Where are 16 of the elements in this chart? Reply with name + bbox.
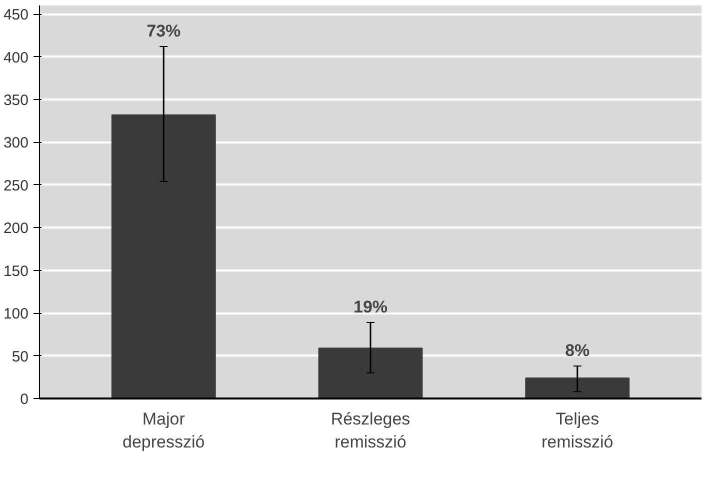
y-tick-label: 300 — [3, 134, 29, 152]
y-tick-label: 100 — [3, 306, 29, 323]
y-tick-label: 50 — [12, 348, 29, 366]
annotation: 19% — [353, 297, 388, 316]
x-tick-label: Major depresszió — [122, 410, 205, 452]
x-tick-label: Teljes remisszió — [541, 410, 614, 452]
annotation: 73% — [146, 22, 181, 41]
y-tick-label: 250 — [3, 177, 29, 194]
y-tick-label: 200 — [3, 220, 29, 238]
y-tick-label: 400 — [3, 49, 29, 66]
y-tick-label: 0 — [20, 391, 28, 408]
y-tick-label: 150 — [3, 262, 29, 280]
x-tick-label: Részleges remisszió — [330, 410, 410, 452]
y-tick-label: 350 — [3, 92, 29, 109]
y-tick-label: 450 — [3, 6, 29, 24]
annotation: 8% — [565, 341, 590, 360]
